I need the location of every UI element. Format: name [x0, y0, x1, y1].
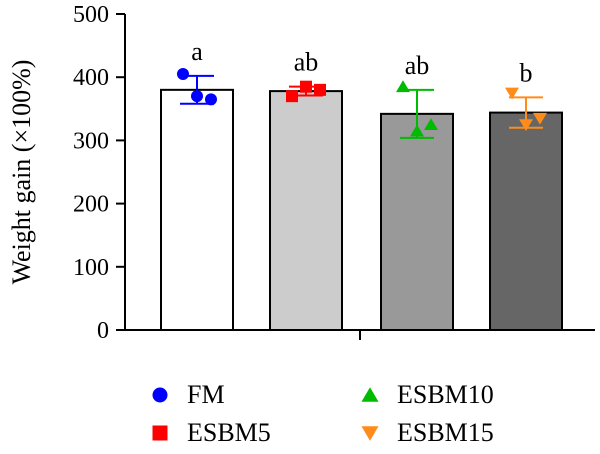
data-point-fm — [177, 68, 189, 81]
legend-item-fm: FM — [152, 380, 225, 409]
y-axis-title: Weight gain (×100%) — [7, 60, 36, 285]
bar-esbm5 — [269, 90, 343, 331]
legend-label: ESBM10 — [397, 380, 494, 409]
legend-marker-esbm10 — [361, 387, 379, 402]
data-point-esbm5 — [286, 90, 298, 103]
data-point-esbm10 — [396, 80, 410, 93]
significance-letter-esbm15: b — [520, 58, 533, 87]
data-point-fm — [191, 90, 203, 103]
data-point-fm — [205, 93, 217, 106]
data-point-esbm15 — [533, 112, 547, 125]
data-point-esbm15 — [505, 87, 519, 100]
error-bars-layer — [180, 74, 543, 139]
data-point-esbm10 — [410, 124, 424, 137]
legend-item-esbm15: ESBM15 — [361, 418, 494, 447]
legend-label: ESBM15 — [397, 418, 494, 447]
data-point-esbm15 — [519, 119, 533, 131]
bars-layer — [160, 88, 563, 332]
data-point-esbm5 — [300, 80, 312, 93]
legend: FM ESBM10 ESBM5 ESBM15 — [152, 380, 494, 447]
legend-label: FM — [187, 380, 225, 409]
significance-letter-esbm5: ab — [294, 48, 319, 77]
data-point-esbm5 — [314, 83, 326, 96]
y-tick-label: 400 — [73, 65, 109, 91]
significance-letter-esbm10: ab — [405, 51, 430, 80]
legend-label: ESBM5 — [187, 418, 271, 447]
y-tick-label: 100 — [73, 255, 109, 281]
y-tick-label: 500 — [73, 2, 109, 28]
data-points-layer — [177, 68, 547, 137]
bar-esbm10 — [380, 112, 454, 331]
y-axis: 0 100 200 300 400 500 — [73, 2, 126, 344]
bar-fm — [160, 88, 234, 331]
legend-marker-esbm15 — [361, 426, 379, 441]
y-tick-label: 300 — [73, 128, 109, 154]
bar-esbm15 — [489, 111, 563, 332]
significance-letter-fm: a — [191, 37, 203, 66]
x-axis — [125, 329, 595, 340]
legend-marker-esbm5 — [152, 425, 168, 441]
legend-marker-fm — [152, 387, 168, 403]
y-tick-label: 200 — [73, 192, 109, 218]
y-tick-label: 0 — [97, 318, 109, 344]
significance-letters-layer: a ab ab b — [191, 37, 532, 87]
data-point-esbm10 — [424, 118, 438, 130]
legend-item-esbm5: ESBM5 — [152, 418, 271, 447]
legend-item-esbm10: ESBM10 — [361, 380, 494, 409]
